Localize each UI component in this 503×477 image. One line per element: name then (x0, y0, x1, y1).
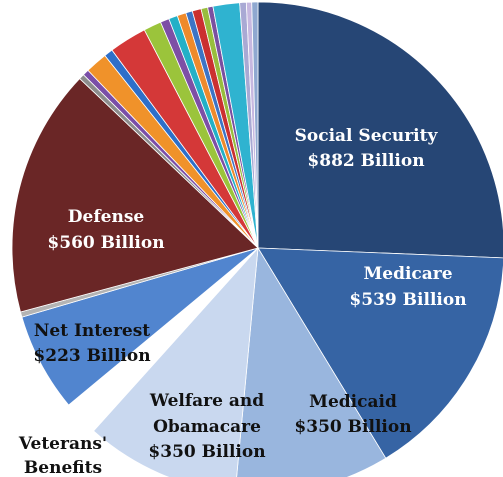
svg-text:Welfare and: Welfare and (149, 391, 264, 411)
svg-text:$560 Billion: $560 Billion (47, 233, 164, 253)
label-welfare-line1: Welfare and (149, 391, 264, 411)
svg-text:Obamacare: Obamacare (153, 417, 261, 437)
label-medicaid: Medicaid (309, 392, 397, 412)
svg-text:Medicare: Medicare (363, 264, 452, 284)
svg-text:$882 Billion: $882 Billion (307, 151, 424, 171)
svg-text:$350 Billion: $350 Billion (148, 442, 265, 462)
pie-slice-social-security (257, 1, 503, 259)
value-net-interest: $223 Billion (33, 346, 150, 366)
label-medicare: Medicare (363, 264, 452, 284)
pie-slice-medicare (257, 247, 503, 459)
pie-slices (11, 1, 503, 477)
svg-text:Social Security: Social Security (295, 126, 439, 146)
svg-text:$223 Billion: $223 Billion (33, 346, 150, 366)
value-defense: $560 Billion (47, 233, 164, 253)
label-welfare-line2: Obamacare (153, 417, 261, 437)
svg-text:Net Interest: Net Interest (34, 321, 150, 341)
svg-text:Veterans': Veterans' (18, 434, 107, 454)
value-social-security: $882 Billion (307, 151, 424, 171)
svg-text:Benefits: Benefits (24, 458, 102, 477)
label-veterans-line1: Veterans' (18, 434, 107, 454)
pie-slice-other-24 (251, 1, 259, 249)
value-medicaid: $350 Billion (294, 417, 411, 437)
pie-slice-defense (11, 77, 259, 313)
label-net-interest: Net Interest (34, 321, 150, 341)
svg-text:Medicaid: Medicaid (309, 392, 397, 412)
pie-slice-medicaid (236, 246, 387, 477)
value-medicare: $539 Billion (349, 290, 466, 310)
svg-text:Defense: Defense (68, 207, 145, 227)
value-welfare: $350 Billion (148, 442, 265, 462)
pie-slice-welfare-and-obamacare (92, 246, 259, 477)
svg-text:$350 Billion: $350 Billion (294, 417, 411, 437)
label-social-security: Social Security (295, 126, 439, 146)
label-defense: Defense (68, 207, 145, 227)
svg-text:$539 Billion: $539 Billion (349, 290, 466, 310)
label-veterans-line2: Benefits (24, 458, 102, 477)
